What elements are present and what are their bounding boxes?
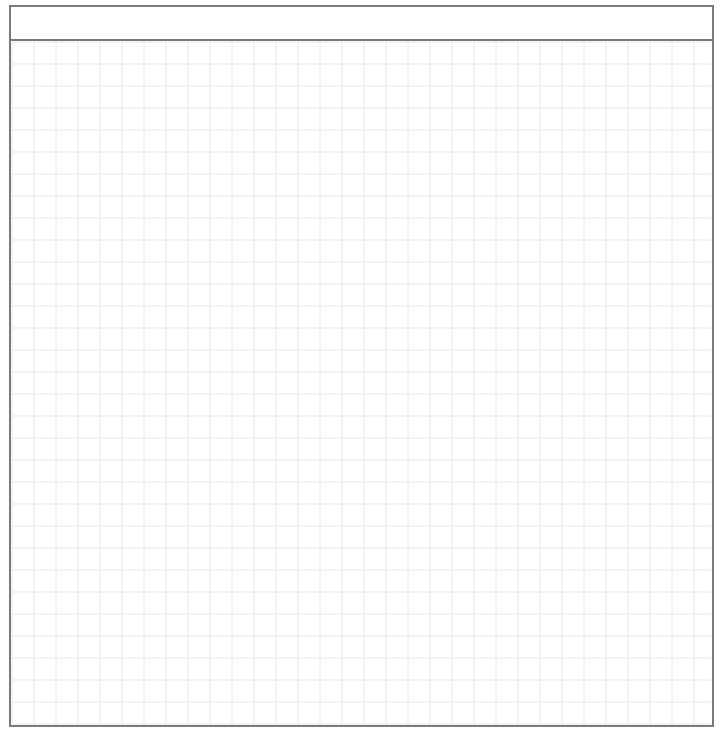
- svg-rect-0: [0, 0, 723, 734]
